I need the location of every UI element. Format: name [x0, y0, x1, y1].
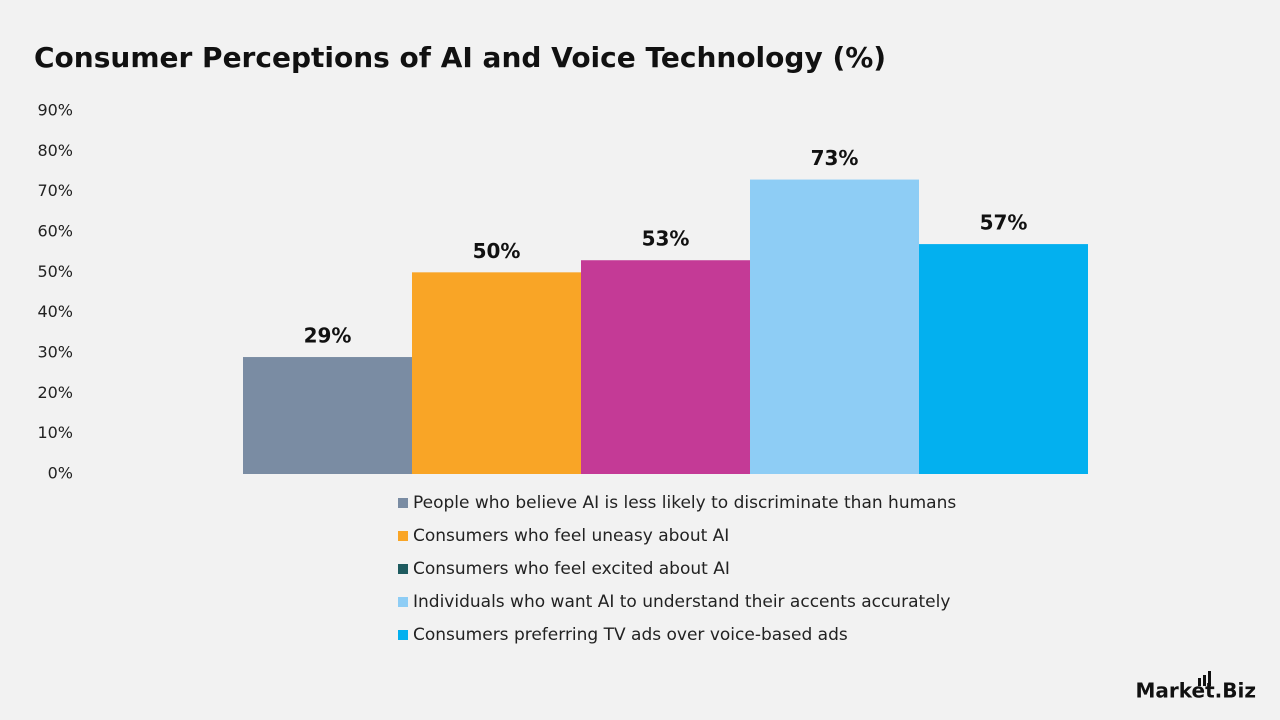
logo-bar: [1198, 678, 1201, 686]
y-tick-label: 60%: [37, 222, 73, 241]
y-tick-label: 80%: [37, 141, 73, 160]
bar: [412, 272, 581, 474]
y-tick-label: 0%: [48, 464, 73, 483]
value-label: 29%: [304, 324, 352, 348]
bar: [581, 260, 750, 474]
y-tick-label: 40%: [37, 302, 73, 321]
chart-title: Consumer Perceptions of AI and Voice Tec…: [34, 41, 886, 74]
legend-label: Consumers who feel excited about AI: [413, 559, 730, 579]
y-tick-label: 50%: [37, 262, 73, 281]
y-tick-label: 20%: [37, 383, 73, 402]
legend-swatch: [398, 630, 408, 640]
bar: [919, 244, 1088, 474]
bar: [243, 357, 412, 474]
legend-swatch: [398, 564, 408, 574]
value-label: 50%: [473, 239, 521, 263]
value-label: 53%: [642, 227, 690, 251]
logo-bar: [1208, 671, 1211, 686]
y-tick-label: 70%: [37, 181, 73, 200]
bar: [750, 179, 919, 475]
legend-swatch: [398, 531, 408, 541]
value-label: 73%: [811, 146, 859, 170]
y-tick-label: 10%: [37, 423, 73, 442]
legend-swatch: [398, 597, 408, 607]
brand: Market.Biz: [1136, 679, 1257, 703]
y-tick-label: 30%: [37, 343, 73, 362]
legend-label: Consumers who feel uneasy about AI: [413, 526, 729, 546]
value-label: 57%: [980, 211, 1028, 235]
logo-bar: [1203, 675, 1206, 686]
legend-swatch: [398, 498, 408, 508]
y-tick-label: 90%: [37, 101, 73, 120]
brand-logo: [1198, 671, 1211, 686]
legend-label: Consumers preferring TV ads over voice-b…: [413, 625, 848, 645]
legend-label: Individuals who want AI to understand th…: [413, 592, 950, 612]
legend-label: People who believe AI is less likely to …: [413, 493, 956, 513]
